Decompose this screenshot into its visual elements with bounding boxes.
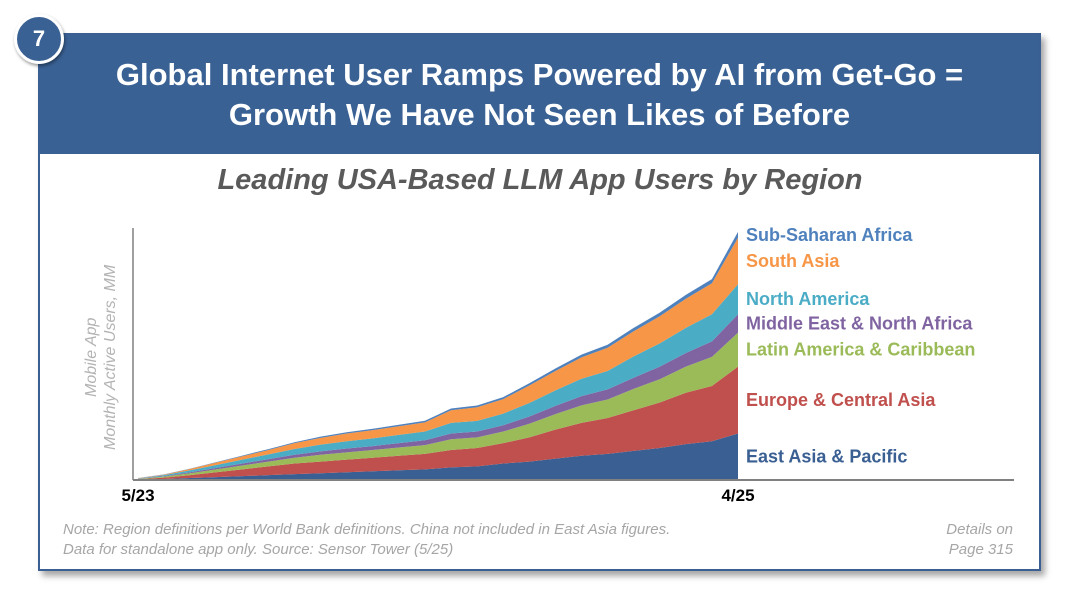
source-note-line-2: Data for standalone app only. Source: Se… [63, 541, 454, 558]
slide-title: Global Internet User Ramps Powered by AI… [60, 55, 1020, 135]
area-east-asia-pacific [138, 433, 738, 480]
x-tick-label-end: 4/25 [721, 486, 754, 505]
page-reference-line-2: Page 315 [948, 541, 1013, 558]
area-europe-central-asia [138, 366, 738, 480]
area-latin-america-caribbean [138, 332, 738, 480]
page-reference-line-1: Details on [946, 521, 1013, 538]
legend-label-middle-east-north-africa: Middle East & North Africa [746, 313, 973, 333]
legend-label-south-asia: South Asia [746, 251, 840, 271]
legend-label-sub-saharan-africa: Sub-Saharan Africa [746, 225, 913, 245]
page-number: 7 [32, 26, 46, 51]
slide-title-line-1: Global Internet User Ramps Powered by AI… [115, 56, 964, 92]
chart-title: Leading USA-Based LLM App Users by Regio… [217, 164, 863, 196]
legend-label-europe-central-asia: Europe & Central Asia [746, 390, 936, 410]
slide-frame: Global Internet User Ramps Powered by AI… [38, 33, 1041, 571]
page-reference: Details on Page 315 [880, 520, 1013, 560]
legend-label-east-asia-pacific: East Asia & Pacific [746, 447, 907, 467]
area-south-asia [138, 237, 738, 479]
legend-labels: East Asia & Pacific Europe & Central Asia… [746, 225, 975, 467]
area-series-group [138, 231, 738, 480]
source-note-line-1: Note: Region definitions per World Bank … [63, 521, 671, 538]
slide-title-line-2: Growth We Have Not Seen Likes of Before [228, 96, 851, 132]
area-north-america [138, 284, 738, 479]
x-tick-label-start: 5/23 [121, 486, 154, 505]
header-band: Global Internet User Ramps Powered by AI… [40, 35, 1039, 154]
page-number-badge: 7 [14, 14, 64, 64]
legend-label-latin-america-caribbean: Latin America & Caribbean [746, 340, 975, 360]
source-note: Note: Region definitions per World Bank … [63, 520, 853, 560]
legend-label-north-america: North America [746, 289, 870, 309]
